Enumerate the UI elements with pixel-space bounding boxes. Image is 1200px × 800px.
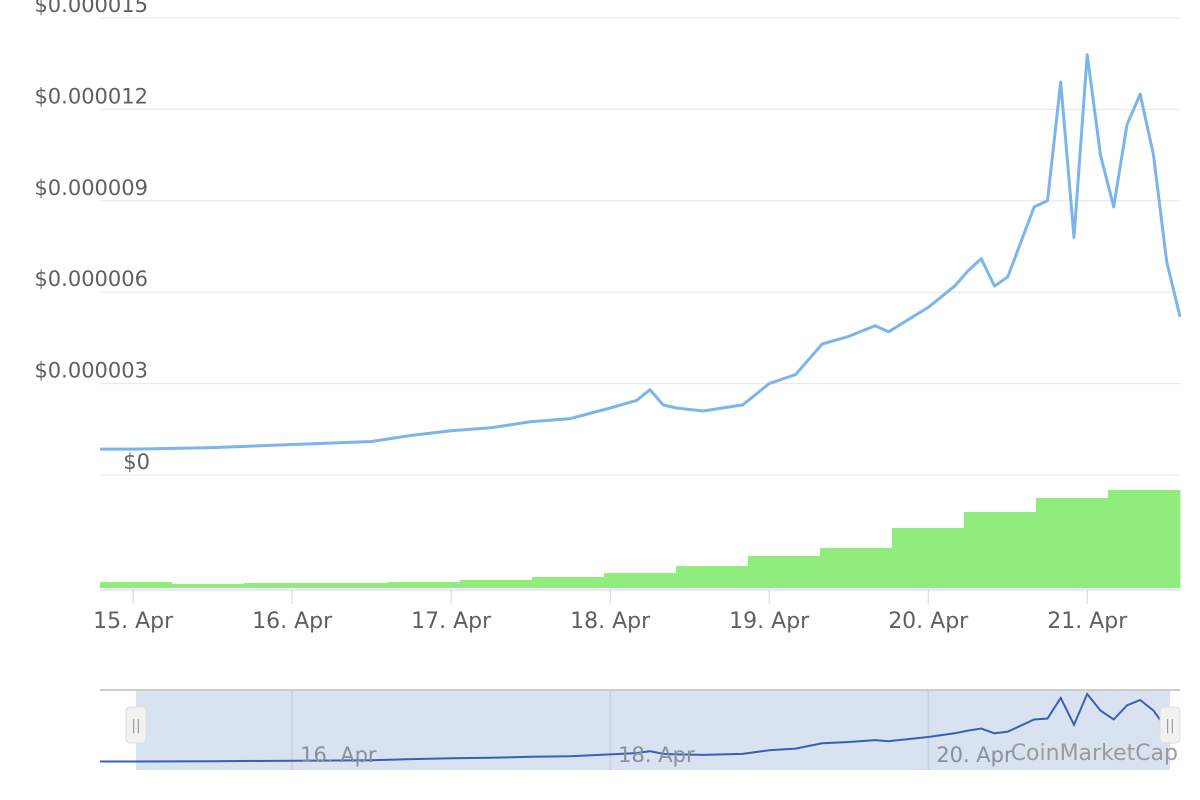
volume-bars: [100, 490, 1181, 588]
x-tick-label: 21. Apr: [1047, 609, 1128, 634]
x-tick-label: 20. Apr: [888, 609, 969, 634]
navigator-right-handle[interactable]: [1159, 706, 1181, 744]
chart-credit[interactable]: CoinMarketCap: [1011, 741, 1178, 766]
volume-bar: [964, 512, 1037, 588]
volume-bar: [820, 548, 893, 588]
navigator-date-labels: 16. Apr 18. Apr 20. Apr: [300, 743, 1013, 767]
volume-bar: [1036, 498, 1109, 588]
y-tick-label: $0.000009: [34, 176, 148, 200]
y-tick-label: $0.000003: [34, 359, 148, 383]
navigator-right-handle-grip: ||: [1165, 718, 1174, 734]
y-tick-label: $0.000006: [34, 267, 148, 291]
navigator-tick-label: 20. Apr: [936, 743, 1013, 767]
volume-bar: [676, 566, 749, 588]
volume-bar: [892, 528, 965, 588]
volume-bar: [604, 573, 677, 588]
navigator-left-handle-grip: ||: [131, 718, 140, 734]
navigator-grid: [291, 690, 929, 770]
navigator-selected-range[interactable]: [136, 690, 1170, 770]
price-grid: [100, 17, 1180, 476]
y-tick-label: $0: [123, 450, 150, 474]
price-axis-labels: $0 $0.000003 $0.000006 $0.000009 $0.000012 $0…: [34, 0, 150, 474]
y-tick-label: $0.000012: [34, 84, 148, 108]
navigator-line: [100, 692, 1181, 763]
volume-bar: [532, 577, 605, 588]
volume-bar: [244, 583, 317, 588]
range-navigator[interactable]: 16. Apr 18. Apr 20. Apr || ||: [100, 689, 1181, 770]
date-axis: 15. Apr 16. Apr 17. Apr 18. Apr 19. Apr 20. A…: [93, 590, 1128, 634]
y-tick-label: $0.000015: [34, 0, 148, 17]
x-tick-label: 15. Apr: [93, 609, 174, 634]
navigator-left-handle[interactable]: [125, 706, 147, 744]
x-tick-label: 19. Apr: [729, 609, 810, 634]
x-tick-label: 17. Apr: [411, 609, 492, 634]
x-tick-label: 16. Apr: [252, 609, 333, 634]
volume-bar: [388, 582, 461, 588]
volume-bar: [748, 556, 821, 588]
volume-bar: [316, 583, 389, 588]
x-tick-label: 18. Apr: [570, 609, 651, 634]
volume-bar: [460, 580, 533, 588]
volume-bar: [1108, 490, 1181, 588]
price-line: [100, 53, 1182, 451]
volume-bar: [100, 582, 173, 588]
navigator-tick-label: 18. Apr: [618, 743, 695, 767]
volume-bar: [172, 584, 245, 588]
navigator-tick-label: 16. Apr: [300, 743, 377, 767]
